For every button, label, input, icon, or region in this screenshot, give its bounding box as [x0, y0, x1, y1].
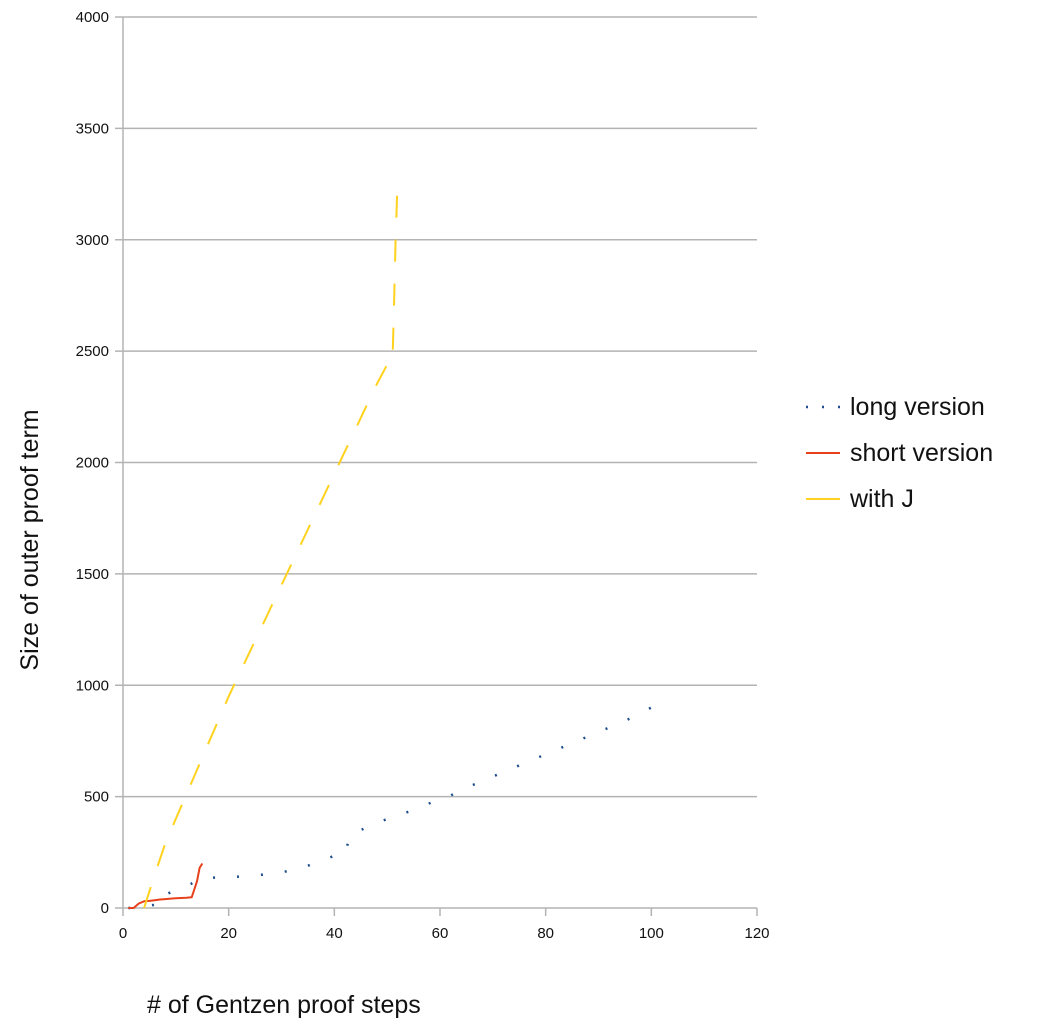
y-tick-label: 3500 [76, 120, 109, 137]
x-tick-label: 120 [744, 925, 769, 942]
legend-label: with J [849, 485, 914, 513]
series-with-j-line [143, 177, 399, 909]
x-tick-label: 20 [220, 925, 237, 942]
y-axis-title: Size of outer proof term [16, 409, 44, 670]
x-tick-label: 0 [119, 925, 127, 942]
y-tick-label: 1500 [76, 566, 109, 583]
legend-label: short version [850, 439, 993, 467]
series-layer [128, 177, 652, 910]
gridlines [123, 16, 757, 798]
y-tick-label: 2500 [76, 343, 109, 360]
y-tick-label: 0 [101, 900, 109, 917]
y-tick-label: 1000 [76, 677, 109, 694]
x-tick-label: 60 [432, 925, 449, 942]
y-tick-label: 2000 [76, 455, 109, 472]
y-tick-label: 500 [84, 789, 109, 806]
legend-label: long version [850, 393, 985, 421]
x-tick-label: 100 [639, 925, 664, 942]
series-long-version-line [128, 706, 652, 910]
y-tick-labels: 0 500 1000 1500 2000 2500 3000 3500 4000 [76, 9, 109, 917]
axes [115, 16, 758, 916]
x-axis-title: # of Gentzen proof steps [147, 991, 421, 1019]
x-tick-label: 80 [537, 925, 554, 942]
x-tick-labels: 0 20 40 60 80 100 120 [119, 925, 770, 942]
y-tick-label: 3000 [76, 232, 109, 249]
y-tick-label: 4000 [76, 9, 109, 26]
series-short-version-line [128, 862, 204, 909]
legend: long version short version with J [806, 393, 993, 513]
x-tick-label: 40 [326, 925, 343, 942]
